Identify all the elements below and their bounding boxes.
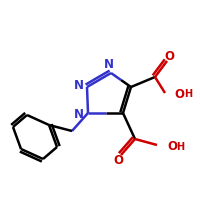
Text: O: O [164, 50, 174, 64]
Text: N: N [74, 79, 84, 92]
Text: O: O [174, 88, 184, 100]
Text: O: O [113, 154, 123, 168]
Text: H: H [176, 142, 184, 152]
Text: O: O [167, 140, 177, 154]
Text: N: N [104, 58, 114, 72]
Text: H: H [184, 89, 192, 99]
Text: N: N [74, 108, 84, 121]
